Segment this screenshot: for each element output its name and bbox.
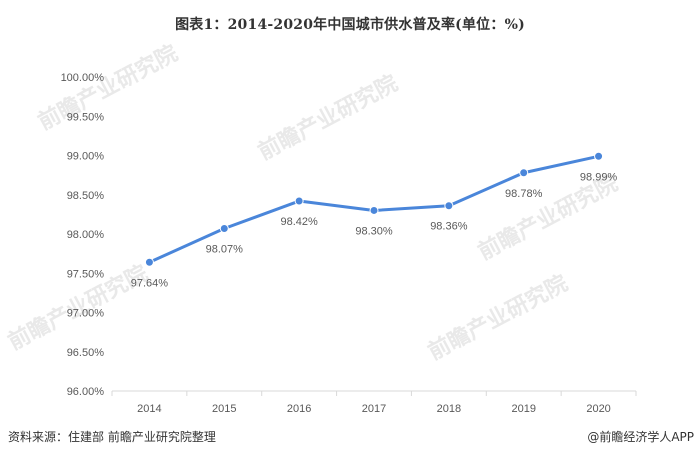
x-tick-label: 2015 bbox=[212, 403, 236, 415]
data-point bbox=[519, 168, 529, 178]
data-label: 97.64% bbox=[131, 277, 169, 289]
x-tick-label: 2014 bbox=[137, 403, 161, 415]
data-label: 98.07% bbox=[206, 244, 244, 256]
data-points bbox=[144, 151, 604, 267]
data-point bbox=[369, 205, 379, 215]
y-tick-label: 97.00% bbox=[67, 308, 105, 320]
data-label: 98.99% bbox=[580, 171, 618, 183]
brand-credit: @前瞻经济学人APP bbox=[587, 430, 694, 444]
y-tick-label: 96.50% bbox=[67, 347, 105, 359]
source-note: 资料来源：住建部 前瞻产业研究院整理 bbox=[8, 430, 216, 444]
y-tick-label: 96.00% bbox=[67, 386, 105, 398]
data-point bbox=[219, 224, 229, 234]
data-labels: 97.64% 98.07% 98.42% 98.30% 98.36% 98.78% 98.9… bbox=[131, 171, 618, 289]
x-axis-ticks: 2014 2015 2016 2017 2018 2019 2020 bbox=[111, 391, 637, 415]
chart-title: 图表1：2014-2020年中国城市供水普及率(单位：%) bbox=[175, 17, 525, 33]
data-point bbox=[294, 196, 304, 206]
data-label: 98.36% bbox=[430, 221, 468, 233]
x-tick-label: 2016 bbox=[287, 403, 311, 415]
y-tick-label: 98.00% bbox=[67, 229, 105, 241]
data-point bbox=[144, 257, 154, 267]
data-point bbox=[594, 151, 604, 161]
y-tick-label: 98.50% bbox=[67, 190, 105, 202]
x-tick-label: 2019 bbox=[511, 403, 535, 415]
x-tick-label: 2017 bbox=[362, 403, 386, 415]
y-axis-ticks: 96.00% 96.50% 97.00% 97.50% 98.00% 98.50% 99.0… bbox=[61, 72, 105, 398]
y-tick-label: 97.50% bbox=[67, 268, 105, 280]
data-label: 98.42% bbox=[280, 216, 318, 228]
x-tick-label: 2018 bbox=[437, 403, 461, 415]
data-label: 98.30% bbox=[355, 225, 393, 237]
data-label: 98.78% bbox=[505, 188, 543, 200]
y-tick-label: 99.50% bbox=[67, 111, 105, 123]
y-tick-label: 99.00% bbox=[67, 151, 105, 163]
x-tick-label: 2020 bbox=[586, 403, 610, 415]
data-point bbox=[444, 201, 454, 211]
y-tick-label: 100.00% bbox=[61, 72, 105, 84]
